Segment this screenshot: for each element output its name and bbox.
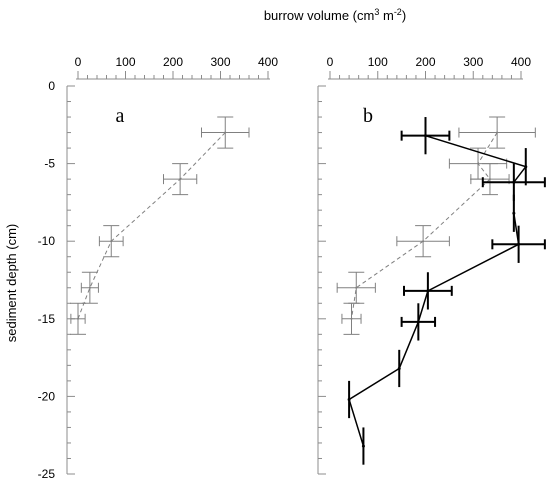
top-x-axis-title: burrow volume (cm3 m-2) [264, 7, 406, 23]
panel-b: 0 100 200 300 400 b [317, 55, 546, 475]
data-point [224, 131, 227, 134]
y-tick-label: -15 [38, 312, 56, 326]
y-tick-label: -5 [44, 157, 55, 171]
x-tick-label: 100 [115, 55, 135, 69]
data-point [477, 162, 480, 165]
data-point [488, 178, 491, 181]
y-tick-label: -10 [38, 234, 56, 248]
data-point [426, 289, 430, 293]
data-point [350, 317, 353, 320]
x-tick-label: 400 [511, 55, 531, 69]
data-point [496, 131, 499, 134]
x-tick-label: 0 [327, 55, 334, 69]
x-tick-label: 400 [258, 55, 278, 69]
data-point [347, 398, 351, 402]
series-line [77, 132, 226, 319]
series-1 [336, 116, 536, 335]
series-line [350, 132, 498, 319]
panel-a: 0 100 200 300 400 0 -5 -10 -15 -20 -25 a [38, 55, 279, 481]
panel-label: b [363, 105, 373, 127]
panel-label: a [116, 105, 125, 127]
y-axis-title: sediment depth (cm) [4, 224, 19, 343]
data-point [517, 242, 521, 246]
data-point [361, 444, 365, 448]
x-tick-label: 0 [75, 55, 82, 69]
data-point [355, 286, 358, 289]
data-point [524, 165, 528, 169]
data-point [512, 180, 516, 184]
data-point [397, 366, 401, 370]
x-tick-label: 100 [368, 55, 388, 69]
y-tick-label: -25 [38, 467, 56, 481]
data-point [512, 211, 516, 215]
x-tick-label: 300 [210, 55, 230, 69]
y-tick-label: 0 [48, 79, 55, 93]
data-point [422, 240, 425, 243]
series-2 [347, 117, 546, 465]
data-point [179, 178, 182, 181]
data-point [416, 320, 420, 324]
data-point [88, 286, 91, 289]
series-1 [70, 116, 250, 335]
series-line [348, 134, 528, 447]
x-tick-label: 200 [415, 55, 435, 69]
y-tick-label: -20 [38, 389, 56, 403]
data-point [110, 240, 113, 243]
x-tick-label: 300 [463, 55, 483, 69]
x-tick-label: 200 [163, 55, 183, 69]
data-point [77, 317, 79, 320]
data-point [424, 134, 427, 138]
